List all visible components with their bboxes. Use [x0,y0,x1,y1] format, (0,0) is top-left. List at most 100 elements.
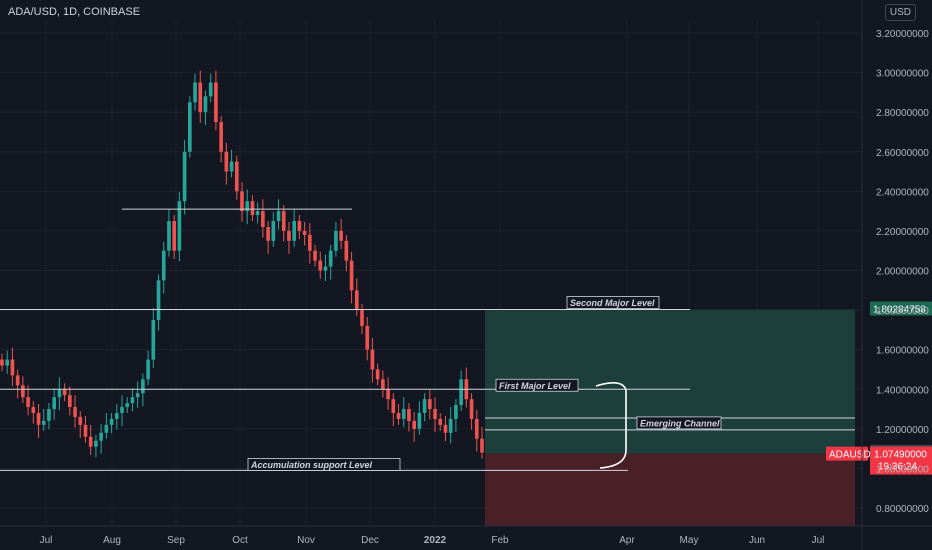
candle-body [36,413,41,425]
candle-body [459,379,463,406]
candle-body [401,409,406,419]
candle-body [10,359,15,376]
x-tick-label: Sep [167,535,185,546]
bracket-annotation [595,382,627,469]
accumulation-support-label-box [247,457,401,471]
y-tick-label: 2.40000000 [876,187,929,198]
candle-body [339,230,343,241]
candle-body [177,201,182,251]
candle-body [88,436,93,447]
candle-body [151,319,156,360]
candle-body [208,82,213,97]
candle-body [188,102,192,152]
candle-body [62,389,67,396]
candle-body [161,250,166,281]
candle-body [297,221,302,231]
candle-body [313,250,317,261]
candle-body [57,389,62,398]
symbol-tag-bg [826,446,868,461]
last-price-label: 1.07490000 [874,450,927,461]
currency-button[interactable]: USD [884,4,916,21]
candle-body [214,82,218,123]
candle-body [448,418,453,433]
candle-body [73,407,77,417]
target-price-tag-bg [870,301,932,316]
x-tick-label: May [680,535,699,546]
candle-body [234,161,239,192]
candle-body [276,211,281,222]
y-tick-label: 3.00000000 [876,69,929,80]
candle-body [287,230,291,241]
last-price-bg [870,446,932,475]
candle-body [250,201,255,216]
candle-body [261,211,265,227]
y-tick-label: 0.80000000 [876,504,929,515]
candle-body [474,418,479,439]
candle-body [114,413,119,419]
symbol-title: ADA/USD, 1D, COINBASE [8,6,141,18]
candle-body [83,424,88,437]
candle-body [396,413,401,419]
candle-body [120,407,124,413]
candle-body [229,161,234,172]
candle-body [391,399,396,413]
x-tick-label: Nov [297,535,315,546]
candle-body [224,151,229,172]
candle-body [219,122,223,152]
y-tick-label: 3.20000000 [876,29,929,40]
candle-body [141,379,145,394]
candle-body [5,359,10,366]
candle-body [281,211,286,231]
candle-body [349,260,354,291]
x-tick-label: 2022 [424,535,447,546]
candle-body [354,290,359,311]
y-tick-label: 1.80000000 [876,306,929,317]
candle-body [135,393,140,398]
candle-body [344,240,349,261]
target-price-tag: 1.80284758 [873,305,926,316]
candle-body [375,369,380,380]
candle-body [365,325,370,350]
candle-body [360,310,364,326]
candle-body [443,424,448,433]
y-tick-label: 1.60000000 [876,346,929,357]
candle-body [99,432,103,441]
candle-body [203,96,208,113]
candle-body [308,234,312,251]
candle-body [52,397,56,410]
y-tick-label: 2.80000000 [876,108,929,119]
candle-body [156,280,161,320]
candle-body [21,385,25,398]
candle-body [454,405,458,419]
second-major-level-label: Second Major Level [570,298,655,308]
y-tick-label: 2.20000000 [876,227,929,238]
candle-body [182,151,187,202]
candle-body [381,379,385,390]
candle-body [428,399,432,410]
candle-body [26,397,30,408]
second-major-level-label-box [566,296,660,309]
emerging-channel-label-box [636,416,722,430]
candle-body [47,409,51,421]
candle-body [198,82,203,113]
emerging-channel-label: Emerging Channel [640,418,720,428]
candle-body [94,440,98,447]
candle-body [386,389,390,400]
y-tick-label: 2.00000000 [876,267,929,278]
candle-body [245,201,250,212]
candle-body [266,226,270,241]
x-tick-label: Feb [491,535,509,546]
first-major-level-label-box [495,378,579,392]
y-tick-label: 2.60000000 [876,148,929,159]
x-tick-label: Oct [232,535,248,546]
candle-body [193,82,197,103]
candle-body [104,424,109,433]
annotations: Second Major Level First Major Level Accum… [247,296,932,475]
candle-body [240,191,244,212]
candle-body [109,418,114,425]
candles [0,70,484,459]
loss-zone[interactable] [485,453,855,526]
candle-body [125,403,130,408]
